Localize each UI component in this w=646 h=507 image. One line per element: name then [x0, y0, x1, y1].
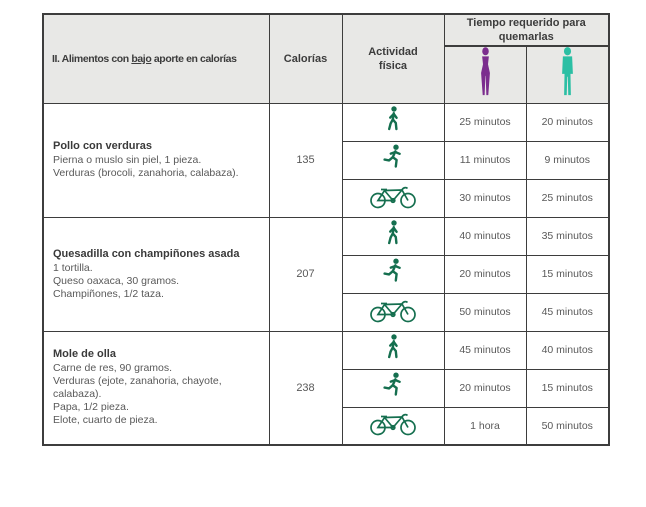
calories-burn-table: II. Alimentos con bajo aporte en caloría… [42, 13, 610, 446]
food-detail: Papa, 1/2 pieza. [53, 401, 129, 414]
food-detail: Carne de res, 90 gramos. [53, 362, 173, 375]
header-male-column [525, 45, 610, 104]
header-activity: Actividad física [341, 13, 445, 104]
food-detail: Champiñones, 1/2 taza. [53, 287, 164, 300]
activity-cell [341, 406, 445, 446]
calories-value: 207 [268, 216, 343, 332]
running-icon [380, 258, 406, 285]
activity-cell [341, 216, 445, 256]
activity-cell [341, 178, 445, 218]
table-row: Pollo con verduras Pierna o muslo sin pi… [42, 102, 610, 218]
food-detail: Verduras (brocoli, zanahoria, calabaza). [53, 167, 239, 179]
male-time: 45 minutos [525, 292, 610, 332]
calories-value: 238 [268, 330, 343, 446]
cycling-icon [369, 297, 417, 323]
male-time: 20 minutos [525, 102, 610, 142]
header-title-prefix: II. Alimentos con [52, 52, 132, 65]
table-row: 20 minutos 15 minutos [43, 368, 610, 408]
activity-cell [341, 368, 445, 408]
table-row: Mole de olla Carne de res, 90 gramos. Ve… [42, 330, 610, 446]
activity-cell [341, 254, 445, 294]
female-time: 50 minutos [443, 292, 527, 332]
header-title-suffix: aporte en calorías [151, 52, 237, 65]
female-time: 20 minutos [443, 254, 527, 294]
food-detail: Queso oaxaca, 30 gramos. [53, 274, 180, 287]
activity-cell [341, 330, 445, 370]
male-time: 15 minutos [525, 254, 610, 294]
walking-icon [382, 220, 404, 247]
header-title-underlined-word: bajo [131, 52, 152, 65]
food-name: Mole de olla [53, 348, 116, 361]
male-time: 25 minutos [525, 178, 610, 218]
header-food-title: II. Alimentos con bajo aporte en caloría… [42, 13, 270, 104]
male-time: 40 minutos [525, 330, 610, 370]
table-row: 1 hora 50 minutos [43, 406, 610, 446]
cycling-icon [369, 183, 417, 209]
calories-value: 135 [268, 102, 343, 218]
food-detail: Verduras (ejote, zanahoria, chayote, cal… [53, 375, 222, 401]
running-icon [380, 372, 406, 399]
woman-silhouette-icon [475, 47, 496, 102]
table-row: 30 minutos 25 minutos [43, 178, 610, 218]
walking-icon [382, 334, 404, 361]
male-time: 50 minutos [525, 406, 610, 446]
table-row: Quesadilla con champiñones asada 1 torti… [42, 216, 610, 332]
food-detail: Elote, cuarto de pieza. [53, 414, 158, 427]
food-cell-quesadilla: Quesadilla con champiñones asada 1 torti… [42, 216, 270, 332]
female-time: 40 minutos [443, 216, 527, 256]
food-name: Quesadilla con champiñones asada [53, 247, 240, 260]
female-time: 20 minutos [443, 368, 527, 408]
activity-cell [341, 140, 445, 180]
female-time: 25 minutos [443, 102, 527, 142]
male-time: 15 minutos [525, 368, 610, 408]
food-name: Pollo con verduras [53, 140, 153, 152]
cycling-icon [369, 410, 417, 436]
man-silhouette-icon [556, 47, 579, 102]
female-time: 45 minutos [443, 330, 527, 370]
food-detail: Pierna o muslo sin piel, 1 pieza. [53, 154, 202, 166]
activity-cell [341, 102, 445, 142]
male-time: 9 minutos [525, 140, 610, 180]
table-row: 11 minutos 9 minutos [43, 140, 610, 180]
food-detail: 1 tortilla. [53, 261, 93, 274]
female-time: 11 minutos [443, 140, 527, 180]
walking-icon [382, 106, 404, 133]
female-time: 30 minutos [443, 178, 527, 218]
header-calories: Calorías [268, 13, 343, 104]
header-time-required: Tiempo requerido para quemarlas [443, 13, 610, 47]
food-cell-mole: Mole de olla Carne de res, 90 gramos. Ve… [42, 330, 270, 446]
activity-cell [341, 292, 445, 332]
food-cell-pollo: Pollo con verduras Pierna o muslo sin pi… [42, 102, 270, 218]
table-row: 50 minutos 45 minutos [43, 292, 610, 332]
running-icon [380, 144, 406, 171]
male-time: 35 minutos [525, 216, 610, 256]
header-female-column [443, 45, 527, 104]
female-time: 1 hora [443, 406, 527, 446]
